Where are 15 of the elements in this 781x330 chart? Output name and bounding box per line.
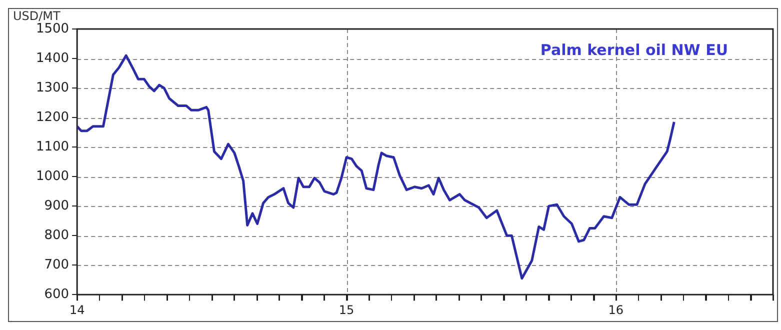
x-tick-label: 16 — [608, 302, 624, 317]
x-tick-label: 14 — [69, 302, 85, 317]
y-tick-label: 1000 — [36, 168, 70, 184]
y-tick-label: 800 — [44, 228, 70, 243]
y-tick-label: 900 — [44, 198, 70, 214]
y-tick-label: 600 — [44, 286, 70, 302]
y-tick-label: 1500 — [36, 21, 70, 36]
x-tick-label: 15 — [338, 302, 354, 317]
y-tick-label: 700 — [44, 257, 70, 272]
y-tick-label: 1100 — [36, 139, 70, 154]
y-axis-title: USD/MT — [13, 9, 62, 24]
y-tick-label: 1400 — [36, 50, 70, 66]
annotation: Palm kernel oil NW EU — [540, 40, 728, 59]
y-tick-label: 1200 — [36, 110, 70, 125]
y-tick-label: 1300 — [36, 80, 70, 96]
